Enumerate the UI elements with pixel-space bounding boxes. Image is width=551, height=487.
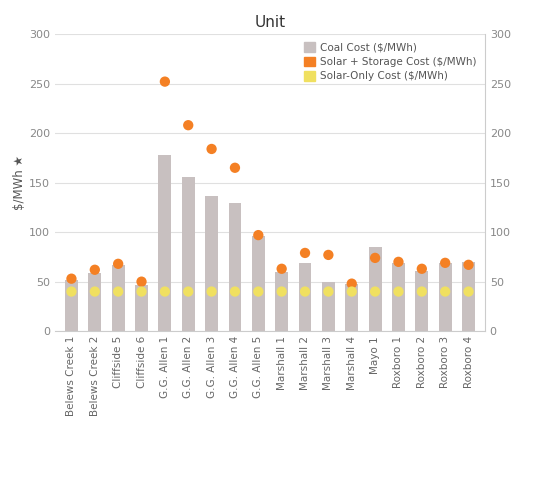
Point bbox=[90, 266, 99, 274]
Point bbox=[137, 288, 146, 296]
Point bbox=[160, 288, 169, 296]
Point bbox=[371, 254, 380, 262]
Point bbox=[347, 280, 356, 287]
Point bbox=[207, 145, 216, 153]
Point bbox=[184, 288, 193, 296]
Bar bbox=[159, 155, 171, 331]
Point bbox=[67, 275, 76, 282]
Point bbox=[277, 265, 286, 273]
Point bbox=[418, 265, 426, 273]
Y-axis label: $/MWh ★: $/MWh ★ bbox=[13, 155, 26, 210]
Bar bbox=[182, 177, 195, 331]
Title: Unit: Unit bbox=[255, 15, 285, 30]
Bar bbox=[229, 204, 241, 331]
Point bbox=[230, 164, 239, 172]
Point bbox=[114, 288, 122, 296]
Point bbox=[347, 288, 356, 296]
Bar bbox=[252, 236, 264, 331]
Point bbox=[464, 261, 473, 269]
Legend: Coal Cost ($/MWh), Solar + Storage Cost ($/MWh), Solar-Only Cost ($/MWh): Coal Cost ($/MWh), Solar + Storage Cost … bbox=[301, 39, 480, 85]
Point bbox=[301, 288, 310, 296]
Point bbox=[254, 231, 263, 239]
Point bbox=[114, 260, 122, 268]
Bar bbox=[299, 263, 311, 331]
Point bbox=[230, 288, 239, 296]
Bar bbox=[439, 263, 452, 331]
Point bbox=[254, 288, 263, 296]
Point bbox=[371, 288, 380, 296]
Bar bbox=[88, 273, 101, 331]
Point bbox=[207, 288, 216, 296]
Bar bbox=[462, 262, 475, 331]
Bar bbox=[112, 265, 125, 331]
Bar bbox=[345, 283, 358, 331]
Point bbox=[301, 249, 310, 257]
Point bbox=[67, 288, 76, 296]
Point bbox=[441, 259, 450, 267]
Point bbox=[324, 251, 333, 259]
Point bbox=[394, 288, 403, 296]
Bar bbox=[322, 281, 335, 331]
Point bbox=[184, 121, 193, 129]
Point bbox=[394, 258, 403, 266]
Point bbox=[137, 278, 146, 285]
Point bbox=[324, 288, 333, 296]
Point bbox=[277, 288, 286, 296]
Point bbox=[464, 288, 473, 296]
Bar bbox=[135, 284, 148, 331]
Bar bbox=[276, 272, 288, 331]
Point bbox=[418, 288, 426, 296]
Bar bbox=[205, 196, 218, 331]
Bar bbox=[65, 280, 78, 331]
Point bbox=[90, 288, 99, 296]
Point bbox=[441, 288, 450, 296]
Bar bbox=[415, 271, 428, 331]
Point bbox=[160, 78, 169, 86]
Bar bbox=[392, 263, 405, 331]
Bar bbox=[369, 247, 381, 331]
